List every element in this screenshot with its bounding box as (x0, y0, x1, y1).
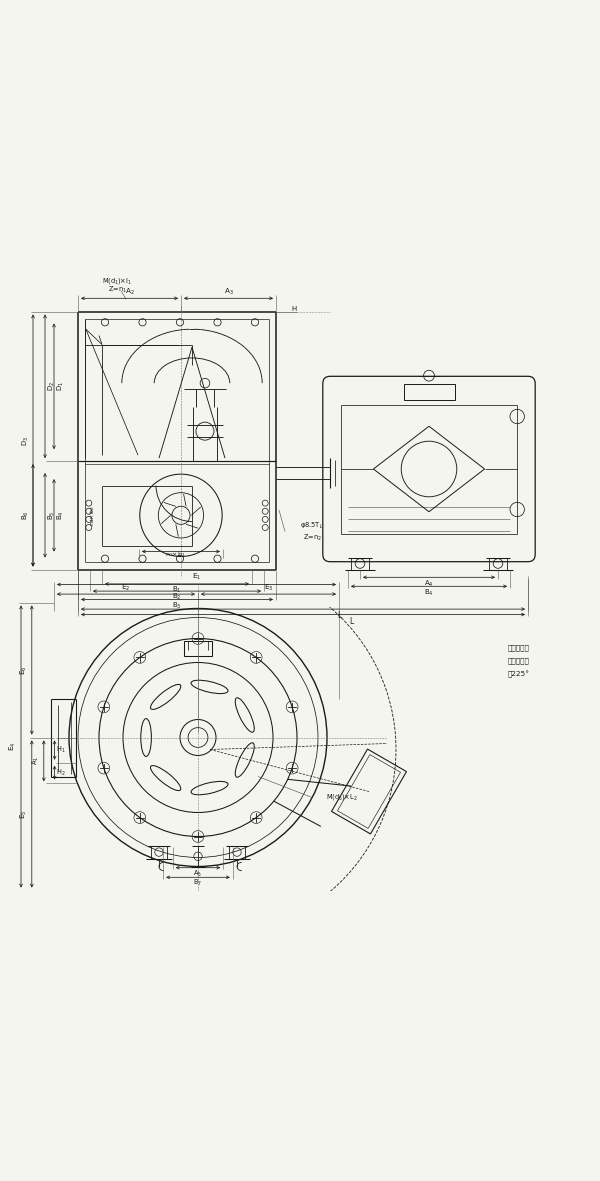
Text: B$_1$: B$_1$ (172, 585, 182, 595)
Text: E$_4$: E$_4$ (8, 742, 19, 751)
Text: E$_2$: E$_2$ (121, 583, 131, 593)
Text: E$_6$: E$_6$ (19, 665, 29, 674)
Text: L: L (337, 612, 341, 620)
Bar (184, 641, 212, 657)
Text: B$_2$: B$_2$ (172, 592, 182, 602)
Text: H$_2$: H$_2$ (56, 768, 65, 778)
Text: 动最大角度: 动最大角度 (508, 658, 530, 664)
Bar (337, 755, 401, 828)
Bar (404, 384, 455, 400)
Text: n$_3$×b$_1$: n$_3$×b$_1$ (164, 550, 185, 559)
Text: M(d$_5$)×L$_2$: M(d$_5$)×L$_2$ (326, 792, 358, 803)
Text: B$_3$: B$_3$ (172, 600, 182, 611)
Text: A$_4$: A$_4$ (424, 579, 434, 589)
Text: E$_3$: E$_3$ (264, 583, 273, 593)
Text: D$_3$: D$_3$ (21, 436, 31, 445)
Text: A$_1$: A$_1$ (31, 756, 41, 764)
Text: H: H (292, 306, 296, 312)
Text: E$_5$: E$_5$ (19, 809, 29, 818)
Text: D$_1$: D$_1$ (55, 381, 65, 391)
Text: φ8.5T$_L$: φ8.5T$_L$ (301, 521, 323, 530)
Text: B$_6$: B$_6$ (21, 510, 31, 520)
Text: B$_4$: B$_4$ (424, 588, 434, 598)
Text: B$_7$: B$_7$ (193, 879, 203, 888)
Text: Z=n$_2$: Z=n$_2$ (302, 533, 322, 543)
Text: A$_2$: A$_2$ (125, 287, 134, 296)
Text: E$_1$: E$_1$ (192, 573, 201, 582)
Text: B$_5$: B$_5$ (47, 510, 57, 520)
Text: 出风口可旋: 出风口可旋 (508, 644, 530, 651)
Bar (332, 749, 406, 834)
Text: n$_4$×b$_2$: n$_4$×b$_2$ (89, 505, 97, 526)
Text: Z=n$_1$: Z=n$_1$ (107, 285, 127, 295)
Text: 为225°: 为225° (508, 671, 530, 678)
Text: A$_3$: A$_3$ (224, 287, 233, 296)
Text: B$_4$: B$_4$ (55, 510, 65, 520)
Text: A$_5$: A$_5$ (193, 868, 203, 879)
Text: H$_1$: H$_1$ (56, 745, 65, 755)
Text: L: L (349, 618, 353, 626)
Text: D$_2$: D$_2$ (47, 381, 57, 391)
Text: M(d$_1$)×l$_1$: M(d$_1$)×l$_1$ (102, 276, 132, 286)
